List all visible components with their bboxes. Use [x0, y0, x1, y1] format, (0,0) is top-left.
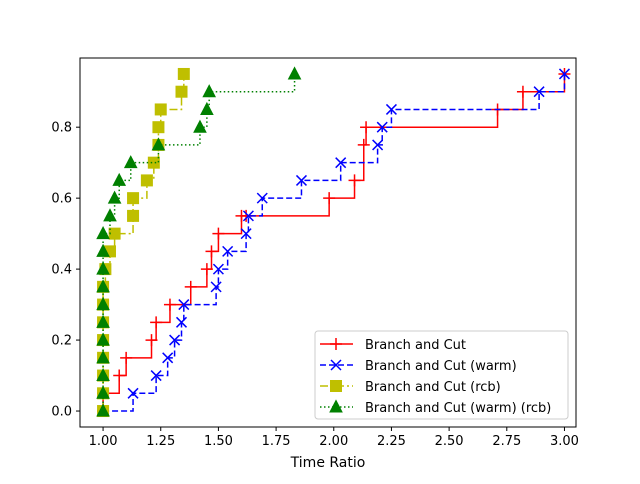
data-point — [127, 192, 140, 205]
legend-box — [314, 330, 569, 420]
y-tick-label: 0.8 — [51, 121, 72, 136]
data-point — [162, 352, 174, 364]
data-point — [96, 297, 110, 311]
data-point — [222, 245, 234, 257]
legend-entry-4: Branch and Cut (warm) (rcb) — [320, 399, 551, 416]
data-point — [169, 334, 181, 346]
legend-label: Branch and Cut (warm) (rcb) — [365, 401, 551, 416]
data-point — [533, 86, 545, 98]
data-point — [175, 85, 188, 98]
data-point — [385, 103, 397, 115]
data-point — [123, 155, 138, 169]
x-tick-label: 1.75 — [262, 434, 291, 449]
y-tick-label: 0.2 — [51, 334, 72, 349]
data-point — [360, 121, 373, 134]
data-point — [212, 227, 225, 240]
data-point — [287, 66, 302, 80]
data-point — [107, 190, 122, 204]
legend-marker — [330, 338, 342, 350]
data-point — [184, 280, 197, 293]
data-point — [96, 279, 110, 293]
legend-label: Branch and Cut (rcb) — [365, 380, 501, 395]
x-tick-label: 1.25 — [146, 434, 175, 449]
data-point — [113, 369, 126, 382]
data-point — [372, 139, 384, 151]
data-point — [200, 263, 213, 276]
data-point — [108, 227, 121, 240]
series-line-2 — [103, 73, 566, 412]
axes-frame — [79, 57, 577, 428]
series-layer — [96, 66, 571, 418]
data-point — [210, 281, 222, 293]
data-point — [323, 192, 336, 205]
data-point — [120, 351, 133, 364]
series-4 — [96, 66, 302, 417]
data-point — [175, 316, 188, 328]
legend-entry-3: Branch and Cut (rcb) — [320, 380, 501, 395]
legend-marker — [330, 359, 342, 371]
data-point — [240, 228, 252, 240]
x-tick-label: 1.00 — [89, 434, 118, 449]
data-point — [147, 156, 160, 169]
data-point — [96, 314, 110, 328]
data-point — [103, 208, 117, 222]
data-point — [150, 316, 163, 329]
legend-label: Branch and Cut — [365, 338, 466, 353]
data-point — [145, 334, 158, 347]
legend-marker — [330, 380, 342, 392]
data-point — [127, 387, 139, 399]
data-point — [558, 68, 570, 80]
x-axis-label: Time Ratio — [290, 455, 366, 471]
legend: Branch and Cut Branch and Cut (warm) Branc… — [314, 330, 569, 420]
data-point — [96, 261, 110, 275]
data-point — [335, 157, 347, 169]
data-point — [96, 350, 110, 364]
data-point — [96, 332, 110, 346]
data-point — [163, 298, 176, 311]
data-point — [516, 85, 529, 98]
data-point — [151, 137, 166, 151]
axes-layer: 1.00 1.25 1.50 1.75 2.00 2.25 2.50 2.75 3.00 0.0 0… — [51, 57, 579, 449]
y-tick-label: 0.0 — [51, 405, 72, 420]
x-tick-label: 1.50 — [204, 434, 233, 449]
data-point — [127, 209, 140, 222]
x-tick-label: 2.50 — [435, 434, 464, 449]
legend-entry-2: Branch and Cut (warm) — [320, 359, 517, 374]
data-point — [152, 121, 165, 134]
legend-entry-1: Branch and Cut — [320, 338, 466, 353]
data-point — [256, 192, 268, 204]
data-point — [178, 299, 190, 311]
data-point — [193, 119, 207, 133]
data-point — [295, 174, 308, 186]
x-tick-label: 2.25 — [377, 434, 406, 449]
data-point — [150, 370, 162, 382]
data-point — [96, 403, 110, 417]
data-point — [140, 174, 153, 187]
data-point — [96, 367, 110, 382]
data-point — [348, 174, 361, 187]
data-point — [202, 84, 217, 98]
data-point — [112, 172, 127, 186]
legend-label: Branch and Cut (warm) — [365, 359, 517, 374]
data-point — [154, 103, 167, 116]
data-point — [96, 226, 110, 240]
data-point — [200, 101, 214, 115]
x-tick-label: 3.00 — [550, 434, 579, 449]
x-tick-label: 2.00 — [319, 434, 348, 449]
data-point — [96, 243, 110, 257]
legend-marker — [329, 399, 343, 413]
y-tick-label: 0.4 — [51, 263, 72, 278]
data-point — [212, 263, 224, 275]
data-point — [205, 245, 218, 258]
y-tick-label: 0.6 — [51, 192, 72, 207]
data-point — [242, 210, 254, 222]
x-tick-label: 2.75 — [492, 434, 521, 449]
data-point — [96, 385, 110, 399]
data-point — [357, 138, 370, 151]
data-point — [177, 67, 190, 80]
data-point — [376, 121, 388, 133]
